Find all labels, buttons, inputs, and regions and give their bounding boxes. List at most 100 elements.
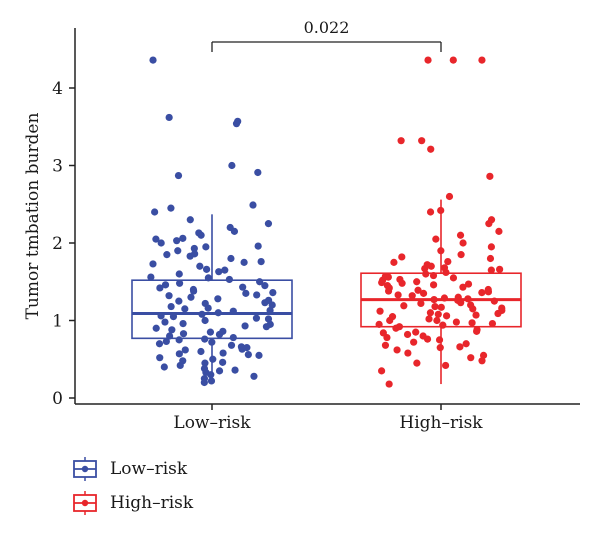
- data-point: [242, 289, 250, 297]
- data-point: [175, 350, 183, 358]
- data-point: [432, 235, 440, 243]
- y-tick-label: 2: [52, 234, 63, 254]
- significance-bracket: 0.022: [211, 18, 442, 52]
- data-point: [237, 343, 246, 351]
- data-point: [431, 302, 439, 311]
- data-point: [464, 280, 473, 288]
- data-point: [378, 367, 386, 375]
- data-point: [435, 336, 444, 344]
- data-point: [175, 279, 184, 287]
- series-high-risk: [360, 56, 522, 388]
- data-point: [383, 282, 392, 290]
- data-point: [256, 278, 264, 286]
- data-point: [424, 56, 432, 64]
- data-point: [473, 327, 481, 335]
- data-point: [151, 208, 159, 216]
- data-point: [165, 332, 174, 340]
- data-point: [429, 281, 438, 289]
- data-point: [204, 304, 212, 312]
- data-point: [167, 302, 175, 311]
- data-point: [394, 291, 402, 299]
- box: [131, 279, 293, 340]
- data-point: [486, 172, 494, 180]
- legend-key-low-risk: [72, 456, 98, 482]
- data-point: [397, 137, 405, 145]
- data-point: [495, 227, 503, 235]
- data-point: [156, 284, 164, 292]
- data-point: [264, 296, 273, 304]
- data-point: [488, 320, 497, 328]
- data-point: [161, 318, 169, 326]
- data-point: [423, 261, 431, 269]
- data-point: [179, 357, 187, 365]
- data-point: [478, 56, 486, 64]
- data-point: [264, 315, 273, 323]
- data-point: [201, 335, 209, 343]
- data-point: [190, 244, 198, 253]
- data-point: [444, 258, 452, 266]
- data-point: [452, 318, 460, 326]
- data-point: [201, 316, 209, 325]
- data-point: [152, 235, 160, 243]
- data-point: [426, 309, 435, 317]
- data-point: [197, 347, 205, 356]
- data-point: [152, 324, 160, 332]
- data-point: [255, 351, 263, 359]
- data-point: [219, 327, 227, 335]
- data-point: [168, 326, 176, 334]
- data-point: [413, 278, 421, 286]
- data-point: [229, 307, 237, 315]
- data-point: [221, 266, 229, 274]
- data-point: [425, 315, 433, 323]
- data-point: [179, 320, 187, 328]
- data-point: [186, 216, 194, 224]
- data-point: [478, 357, 486, 365]
- data-point: [157, 312, 165, 320]
- data-point: [437, 206, 445, 215]
- data-point: [467, 354, 475, 362]
- data-point: [478, 289, 486, 297]
- data-point: [206, 328, 215, 336]
- data-point: [149, 260, 157, 268]
- data-point: [219, 358, 227, 366]
- data-point: [400, 302, 408, 310]
- data-point: [396, 275, 404, 284]
- data-point: [249, 201, 257, 209]
- data-point: [378, 278, 386, 287]
- data-point: [395, 323, 404, 331]
- x-ticks: Low–risk High–risk: [173, 404, 483, 433]
- data-point: [375, 320, 383, 328]
- data-point: [253, 291, 261, 299]
- data-point: [496, 265, 504, 273]
- data-point: [244, 351, 252, 359]
- axes: Tumor tmbation burden: [23, 28, 580, 405]
- data-point: [174, 171, 183, 180]
- data-point: [436, 344, 444, 352]
- data-point: [442, 312, 451, 320]
- data-point: [464, 295, 472, 303]
- data-point: [456, 231, 465, 239]
- data-point: [459, 239, 467, 247]
- data-point: [181, 346, 189, 354]
- data-point: [169, 313, 178, 321]
- data-point: [442, 361, 450, 370]
- x-tick-label: Low–risk: [173, 413, 251, 433]
- data-point: [165, 113, 173, 122]
- data-point: [219, 349, 227, 357]
- data-point: [419, 289, 428, 297]
- data-point: [408, 292, 416, 300]
- data-point: [215, 268, 223, 276]
- data-point: [398, 253, 406, 261]
- data-point: [156, 354, 164, 362]
- legend-label-high-risk: High–risk: [110, 493, 194, 513]
- data-point: [187, 293, 195, 301]
- data-point: [204, 274, 212, 282]
- y-axis-label: Tumor tmbation burden: [23, 113, 43, 320]
- data-point: [462, 340, 470, 348]
- data-point: [208, 338, 216, 346]
- data-point: [472, 311, 480, 319]
- y-tick-label: 4: [52, 79, 63, 99]
- x-tick-label: High–risk: [399, 413, 483, 433]
- data-point: [404, 349, 412, 357]
